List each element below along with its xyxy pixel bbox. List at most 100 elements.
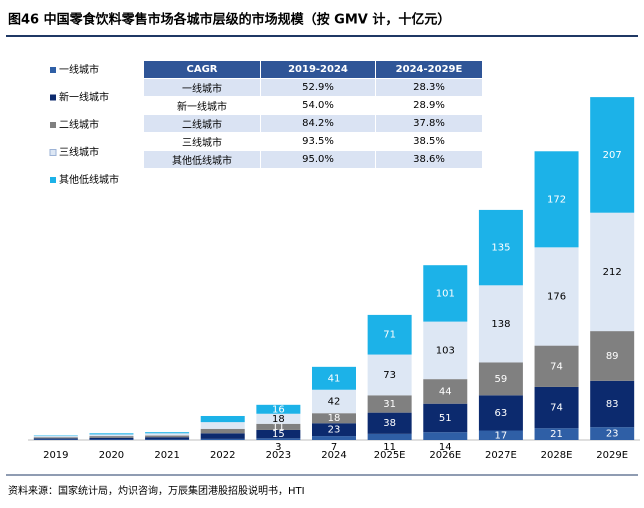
table-cell: 52.9%	[260, 78, 376, 97]
table-cell: 84.2%	[260, 114, 376, 133]
bar-segment	[256, 423, 301, 430]
chart-title: 图46 中国零食饮料零售市场各城市层级的市场规模（按 GMV 计，十亿元）	[8, 12, 450, 28]
table-header: 2019-2024	[260, 60, 376, 79]
data-label: 176	[547, 291, 566, 302]
data-label: 7	[331, 442, 337, 453]
table-row: 新一线城市 54.0% 28.9%	[143, 96, 483, 115]
table-row: 三线城市 93.5% 38.5%	[143, 132, 483, 151]
bar-segment	[312, 366, 356, 390]
table-row: 其他低线城市 95.0% 38.6%	[143, 150, 483, 169]
data-label: 59	[495, 374, 508, 385]
data-label: 23	[606, 429, 619, 440]
table-cell: 新一线城市	[143, 96, 261, 115]
x-tick-label: 2021	[154, 450, 179, 461]
data-label: 15	[272, 429, 285, 440]
data-label: 21	[550, 429, 563, 440]
table-cell: 一线城市	[143, 78, 261, 97]
legend-label: 新一线城市	[59, 91, 109, 104]
table-header: CAGR	[143, 60, 261, 79]
legend-swatch	[49, 149, 57, 156]
legend-label: 一线城市	[59, 63, 99, 76]
data-label: 63	[495, 408, 508, 419]
bar-segment	[145, 435, 190, 438]
table-row: 二线城市 84.2% 37.8%	[143, 114, 483, 133]
bar-segment	[256, 438, 301, 440]
data-label: 74	[550, 403, 563, 414]
data-label: 14	[439, 442, 452, 453]
data-label: 16	[272, 404, 285, 415]
legend-label: 三线城市	[59, 146, 99, 159]
bar-segment	[89, 433, 134, 435]
bar-segment	[200, 415, 245, 423]
data-label: 3	[275, 442, 281, 453]
x-tick-label: 2020	[99, 450, 124, 461]
bar-segment	[367, 314, 412, 355]
bar-segment	[590, 380, 635, 428]
data-label: 31	[383, 399, 396, 410]
bar-segment	[200, 438, 245, 440]
bar-segment	[534, 345, 579, 387]
x-tick-label: 2022	[210, 450, 235, 461]
x-tick-label: 2023	[266, 450, 291, 461]
bar-segment	[33, 435, 78, 437]
bar-segment	[89, 434, 134, 437]
data-label: 18	[272, 414, 285, 425]
data-label: 103	[436, 345, 455, 356]
x-tick-label: 2029E	[596, 450, 628, 461]
data-label: 11	[383, 442, 396, 453]
bar-segment	[423, 265, 468, 322]
table-cell: 28.3%	[375, 78, 483, 97]
bar-segment	[312, 436, 356, 440]
legend-swatch	[50, 94, 56, 101]
bar-segment	[33, 437, 78, 439]
x-tick-label: 2024	[321, 450, 346, 461]
data-label: 17	[495, 430, 508, 441]
data-label: 71	[383, 330, 396, 341]
legend-swatch	[50, 177, 56, 183]
table-cell: 95.0%	[260, 150, 376, 169]
table-header: 2024-2029E	[375, 60, 483, 79]
bar-segment	[200, 422, 245, 429]
bar-segment	[312, 389, 356, 414]
bar-segment	[423, 432, 468, 440]
legend-swatch	[50, 67, 56, 73]
bar-segment	[89, 436, 134, 438]
bar-segment	[478, 395, 523, 431]
bar-segment	[534, 247, 579, 346]
bar-segment	[423, 379, 468, 404]
legend-label: 其他低线城市	[59, 173, 119, 186]
table-row: 一线城市 52.9% 28.3%	[143, 78, 483, 97]
x-tick-label: 2025E	[374, 450, 406, 461]
data-label: 101	[436, 288, 455, 299]
data-label: 74	[550, 361, 563, 372]
bar-segment	[33, 438, 78, 440]
data-label: 51	[439, 413, 452, 424]
bar-segment	[256, 429, 301, 439]
bar-segment	[478, 430, 523, 440]
x-tick-label: 2026E	[429, 450, 461, 461]
bar-segment	[145, 432, 190, 434]
cagr-table: CAGR 2019-2024 2024-2029E 一线城市 52.9% 28.3% 新一线…	[143, 60, 483, 169]
data-label: 83	[606, 399, 619, 410]
table-row: CAGR 2019-2024 2024-2029E	[143, 60, 483, 79]
bar-segment	[145, 437, 190, 440]
data-label: 44	[439, 386, 452, 397]
bar-segment	[145, 433, 190, 436]
x-tick-label: 2019	[43, 450, 68, 461]
bar-segment	[33, 439, 78, 440]
table-cell: 38.5%	[375, 132, 483, 151]
legend-swatch	[50, 122, 56, 128]
data-label: 138	[491, 319, 510, 330]
bar-segment	[312, 423, 356, 437]
bar-segment	[534, 428, 579, 440]
table-cell: 其他低线城市	[143, 150, 261, 169]
bar-segment	[367, 433, 412, 440]
bar-segment	[367, 354, 412, 396]
bar-segment	[478, 285, 523, 363]
bar-segment	[590, 331, 635, 381]
bar-segment	[534, 151, 579, 248]
data-label: 135	[491, 243, 510, 254]
bar-segment	[590, 427, 635, 440]
source: 资料来源：国家统计局，灼识咨询，万辰集团港股招股说明书，HTI	[8, 484, 305, 497]
